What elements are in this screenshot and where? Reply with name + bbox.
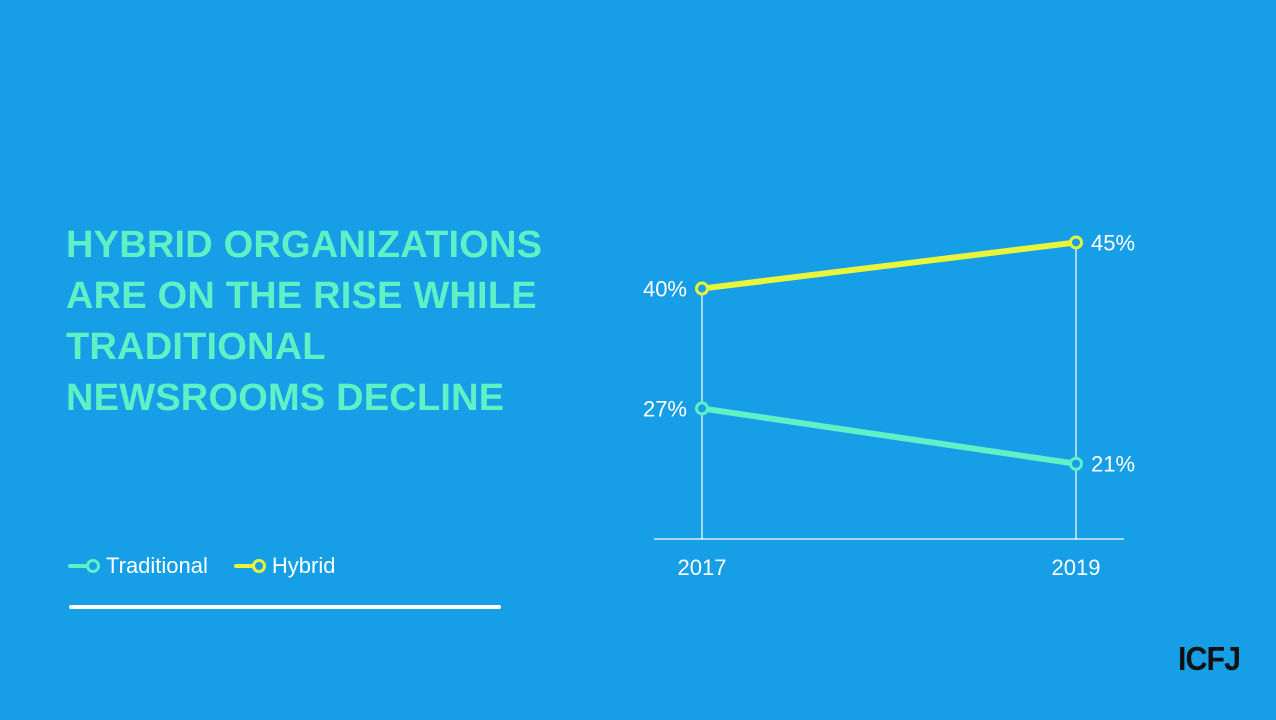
decorative-divider (69, 605, 501, 609)
data-label-traditional-2017: 27% (643, 396, 687, 421)
legend-label-traditional: Traditional (106, 553, 208, 578)
data-label-hybrid-2019: 45% (1091, 230, 1135, 255)
legend-item-hybrid: Hybrid (233, 553, 336, 579)
series-line-hybrid (699, 239, 1079, 292)
legend-label-hybrid: Hybrid (271, 553, 336, 578)
chart-title: HYBRID ORGANIZATIONS ARE ON THE RISE WHI… (66, 224, 543, 419)
legend-item-traditional: Traditional (68, 553, 208, 579)
legend: Traditional Hybrid (68, 552, 361, 580)
data-label-traditional-2019: 21% (1091, 452, 1135, 477)
icfj-logo: ICFJ (1178, 640, 1241, 677)
x-tick-label-2019: 2019 (1052, 555, 1101, 580)
data-point-traditional-2019 (1069, 456, 1083, 471)
series-line-traditional (699, 405, 1079, 467)
data-point-hybrid-2017 (695, 281, 709, 296)
x-tick-label-2017: 2017 (678, 555, 727, 580)
data-point-traditional-2017 (695, 401, 709, 416)
data-point-hybrid-2019 (1069, 235, 1083, 250)
legend-swatch-hybrid-icon (233, 556, 268, 576)
line-chart: 2017 2019 27% 21% 40% 45% (643, 230, 1135, 580)
data-label-hybrid-2017: 40% (643, 277, 687, 302)
legend-swatch-traditional-icon (68, 556, 102, 576)
